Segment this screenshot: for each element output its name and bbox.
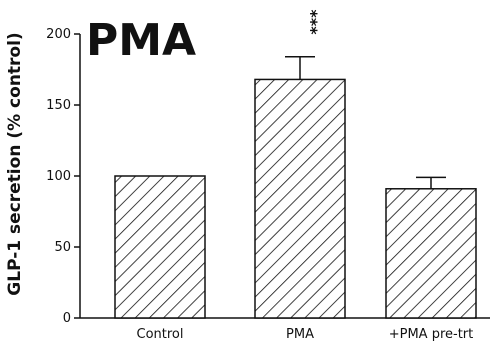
significance-annotation: *** [302,9,321,35]
x-tick-label: PMA [286,327,314,342]
bar [385,188,477,319]
bars [114,55,477,319]
x-tick-label: +PMA pre-trt [389,327,474,342]
y-tick-label: 150 [46,98,71,113]
x-tick-label: Control [137,327,184,342]
bar [254,78,346,319]
labels: 0 50 100 150 200 Control PMA +PMA pre-trt *** [46,9,473,342]
chart-title: PMA [86,15,196,66]
y-tick-label: 50 [54,240,71,255]
y-axis-label: GLP-1 secretion (% control) [5,32,25,295]
bar [114,175,206,319]
y-tick-label: 200 [46,27,71,42]
y-tick-label: 0 [63,311,71,326]
y-tick-label: 100 [46,169,71,184]
